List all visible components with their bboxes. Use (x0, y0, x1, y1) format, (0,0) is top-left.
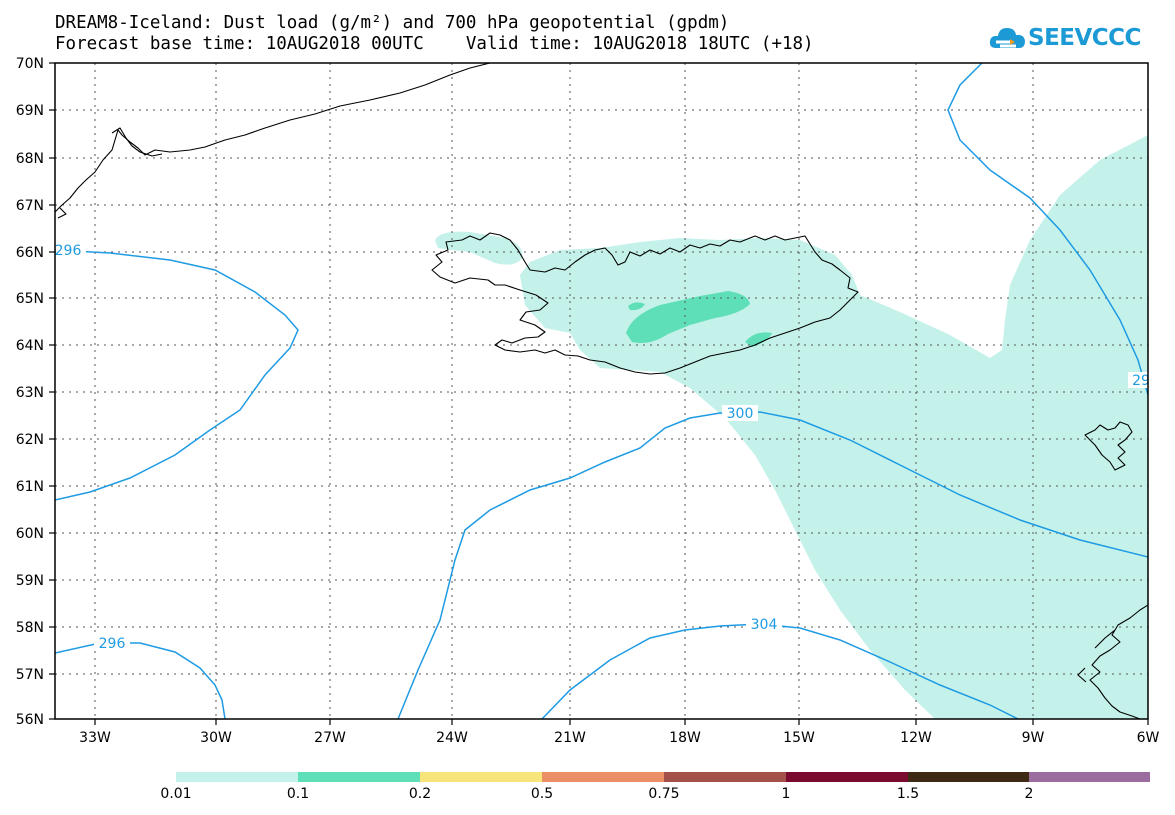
colorbar-segment (176, 772, 298, 782)
lon-label: 18W (669, 730, 701, 746)
logo-text: SEEVCCC (1028, 25, 1141, 51)
colorbar-segment (1029, 772, 1150, 782)
contour-29x-east (947, 63, 1148, 396)
lat-label: 64N (15, 338, 44, 354)
lat-label: 62N (15, 432, 44, 448)
coast-faroe (1084, 421, 1133, 471)
map-frame (54, 62, 1149, 720)
lat-label: 61N (15, 479, 44, 495)
contour-label-296-south: 296 (99, 636, 126, 652)
contour-label-304: 304 (751, 617, 778, 633)
map-area: 300 304 296 296 29 (55, 63, 1150, 719)
contour-300 (397, 411, 1148, 719)
seevccc-logo: SEEVCCC (988, 22, 1141, 58)
lat-label: 56N (15, 712, 44, 728)
colorbar-segment (420, 772, 542, 782)
lat-label: 67N (15, 198, 44, 214)
coast-iceland (431, 232, 859, 375)
lon-label: 9W (1021, 730, 1045, 746)
lat-label: 65N (15, 291, 44, 307)
colorbar-label: 0.5 (530, 786, 554, 802)
contour-296-south (55, 642, 226, 719)
colorbar-label: 1 (781, 786, 791, 802)
lat-label: 60N (15, 526, 44, 542)
coast-greenland (55, 63, 491, 213)
dust-core-south (745, 332, 772, 347)
colorbar-label: 0.01 (160, 786, 192, 802)
contour-label-296-north: 296 (55, 243, 82, 259)
cloud-logo-icon (989, 28, 1025, 48)
lat-label: 69N (15, 103, 44, 119)
colorbar-label: 0.1 (286, 786, 310, 802)
lon-label: 15W (783, 730, 815, 746)
contour-label-backgrounds (56, 242, 1148, 651)
forecast-times: Forecast base time: 10AUG2018 00UTC Vali… (55, 34, 814, 54)
contour-296-north (55, 249, 299, 501)
colorbar-segment (908, 772, 1029, 782)
colorbar-segment (664, 772, 786, 782)
lat-label: 66N (15, 245, 44, 261)
lon-label: 24W (436, 730, 468, 746)
contour-label-29-east: 29 (1132, 373, 1150, 389)
colorbar-segment (786, 772, 908, 782)
coast-greenland-detail (57, 127, 163, 219)
lat-label: 58N (15, 620, 44, 636)
dust-core-west (628, 302, 645, 311)
colorbar-label: 2 (1024, 786, 1034, 802)
colorbar-label: 1.5 (896, 786, 920, 802)
lat-label: 63N (15, 385, 44, 401)
map-title: DREAM8-Iceland: Dust load (g/m²) and 700… (55, 13, 730, 33)
lon-label: 33W (79, 730, 111, 746)
dust-plume-light (520, 135, 1148, 719)
lon-label: 30W (200, 730, 232, 746)
lon-label: 6W (1136, 730, 1160, 746)
dust-patch-westfjords (435, 231, 523, 265)
colorbar-segment (298, 772, 420, 782)
axis-ticks (49, 62, 1149, 725)
dust-core-central (626, 291, 750, 343)
lat-label: 57N (15, 667, 44, 683)
colorbar-label: 0.75 (648, 786, 680, 802)
lat-label: 70N (15, 56, 44, 72)
coast-scotland (1077, 604, 1148, 719)
lat-label: 59N (15, 573, 44, 589)
colorbar-segment (542, 772, 664, 782)
lon-label: 27W (314, 730, 346, 746)
lon-label: 21W (554, 730, 586, 746)
colorbar-label: 0.2 (408, 786, 432, 802)
contour-label-300: 300 (727, 406, 754, 422)
lon-label: 12W (900, 730, 932, 746)
lat-label: 68N (15, 151, 44, 167)
coastlines (55, 63, 1148, 719)
graticule (55, 63, 1148, 719)
